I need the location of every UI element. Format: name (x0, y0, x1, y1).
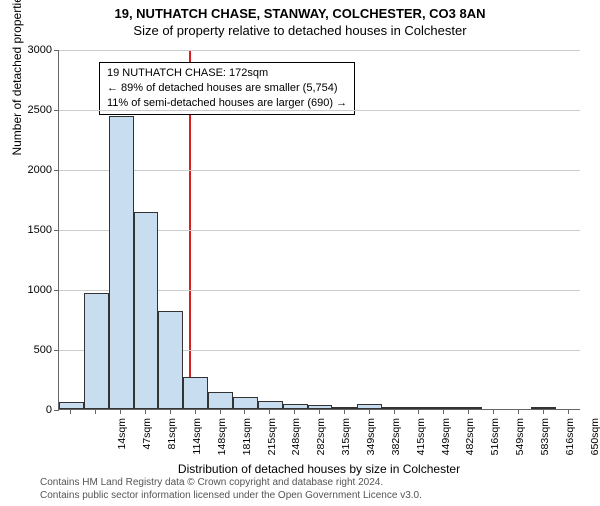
chart-title: Size of property relative to detached ho… (0, 23, 600, 38)
histogram-bar (357, 404, 382, 409)
y-tick-mark (54, 410, 59, 411)
x-tick-mark (493, 409, 494, 414)
y-tick-mark (54, 170, 59, 171)
x-tick-mark (294, 409, 295, 414)
histogram-bar (208, 392, 233, 409)
histogram-bar (84, 293, 109, 409)
x-tick-label: 215sqm (266, 418, 278, 468)
y-tick-label: 2500 (14, 104, 52, 116)
x-tick-label: 14sqm (116, 418, 128, 468)
plot-area: 19 NUTHATCH CHASE: 172sqm ← 89% of detac… (58, 50, 580, 410)
x-tick-label: 549sqm (514, 418, 526, 468)
x-tick-label: 349sqm (365, 418, 377, 468)
x-tick-mark (394, 409, 395, 414)
info-line-2: ← 89% of detached houses are smaller (5,… (107, 81, 347, 96)
x-tick-mark (170, 409, 171, 414)
x-tick-mark (443, 409, 444, 414)
histogram-bar (332, 407, 357, 409)
gridline (59, 110, 580, 111)
x-tick-label: 81sqm (166, 418, 178, 468)
x-tick-label: 315sqm (340, 418, 352, 468)
x-tick-label: 449sqm (440, 418, 452, 468)
x-tick-label: 47sqm (141, 418, 153, 468)
x-tick-mark (543, 409, 544, 414)
y-tick-mark (54, 50, 59, 51)
x-tick-mark (518, 409, 519, 414)
x-tick-mark (468, 409, 469, 414)
y-tick-label: 0 (14, 404, 52, 416)
histogram-bar (258, 401, 283, 409)
histogram-bar (531, 407, 556, 409)
x-tick-label: 282sqm (315, 418, 327, 468)
gridline (59, 50, 580, 51)
histogram-bar (382, 407, 407, 409)
y-tick-mark (54, 110, 59, 111)
y-tick-label: 1500 (14, 224, 52, 236)
x-tick-label: 382sqm (390, 418, 402, 468)
x-tick-mark (344, 409, 345, 414)
histogram-bar (59, 402, 84, 409)
x-tick-label: 181sqm (241, 418, 253, 468)
histogram-bar (109, 116, 134, 409)
x-tick-label: 650sqm (589, 418, 600, 468)
chart-supertitle: 19, NUTHATCH CHASE, STANWAY, COLCHESTER,… (0, 6, 600, 21)
y-tick-mark (54, 350, 59, 351)
info-line-1: 19 NUTHATCH CHASE: 172sqm (107, 66, 347, 81)
x-tick-label: 148sqm (216, 418, 228, 468)
histogram-bar (233, 397, 258, 409)
x-tick-label: 114sqm (191, 418, 203, 468)
x-tick-label: 415sqm (415, 418, 427, 468)
x-tick-mark (269, 409, 270, 414)
y-axis-label: Number of detached properties (10, 0, 24, 156)
y-tick-label: 500 (14, 344, 52, 356)
x-tick-mark (244, 409, 245, 414)
footer-line-1: Contains HM Land Registry data © Crown c… (40, 477, 422, 490)
x-tick-mark (220, 409, 221, 414)
y-tick-label: 3000 (14, 44, 52, 56)
info-box: 19 NUTHATCH CHASE: 172sqm ← 89% of detac… (99, 62, 355, 115)
y-tick-mark (54, 230, 59, 231)
x-tick-label: 616sqm (564, 418, 576, 468)
x-tick-label: 583sqm (539, 418, 551, 468)
y-tick-label: 1000 (14, 284, 52, 296)
histogram-bar (158, 311, 183, 409)
x-tick-mark (70, 409, 71, 414)
x-tick-label: 248sqm (290, 418, 302, 468)
footer-line-2: Contains public sector information licen… (40, 490, 422, 503)
footer-attribution: Contains HM Land Registry data © Crown c… (40, 477, 422, 502)
y-tick-label: 2000 (14, 164, 52, 176)
x-tick-label: 516sqm (489, 418, 501, 468)
histogram-bar (407, 407, 432, 409)
x-tick-mark (568, 409, 569, 414)
chart-container: Number of detached properties 19 NUTHATC… (58, 50, 580, 440)
y-tick-mark (54, 290, 59, 291)
histogram-bar (183, 377, 208, 409)
gridline (59, 170, 580, 171)
info-line-3: 11% of semi-detached houses are larger (… (107, 96, 347, 111)
x-tick-mark (195, 409, 196, 414)
x-tick-mark (145, 409, 146, 414)
x-tick-mark (369, 409, 370, 414)
histogram-bar (134, 212, 159, 409)
x-tick-label: 482sqm (464, 418, 476, 468)
x-tick-mark (120, 409, 121, 414)
x-tick-mark (418, 409, 419, 414)
x-tick-mark (319, 409, 320, 414)
x-tick-mark (95, 409, 96, 414)
